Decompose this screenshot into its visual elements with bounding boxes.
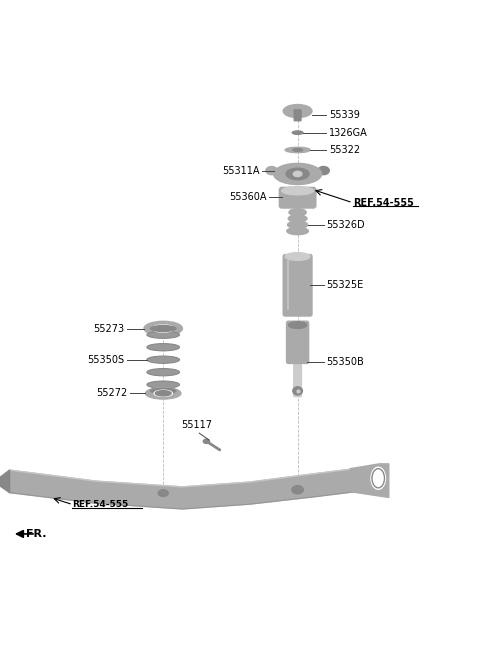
Text: 55273: 55273 [94,323,125,334]
Ellipse shape [147,356,180,363]
Ellipse shape [147,369,180,376]
FancyBboxPatch shape [283,254,312,316]
Ellipse shape [154,325,172,332]
Ellipse shape [286,168,309,180]
Ellipse shape [147,331,180,338]
Text: 55272: 55272 [96,388,127,398]
FancyBboxPatch shape [279,187,316,208]
Ellipse shape [288,221,308,229]
Ellipse shape [292,486,303,494]
Ellipse shape [293,148,302,151]
Text: 55322: 55322 [329,145,360,155]
Text: 55339: 55339 [329,110,360,120]
Ellipse shape [147,381,180,388]
Ellipse shape [266,166,277,175]
FancyBboxPatch shape [287,321,309,363]
Polygon shape [0,470,10,493]
Ellipse shape [288,215,307,222]
Text: 55350S: 55350S [88,355,125,365]
Ellipse shape [285,147,310,152]
Ellipse shape [292,131,303,134]
Ellipse shape [371,467,385,489]
Text: 55326D: 55326D [326,220,365,231]
Ellipse shape [283,104,312,118]
Text: 55360A: 55360A [229,193,266,202]
Ellipse shape [285,253,310,260]
Ellipse shape [289,209,306,216]
Ellipse shape [288,322,307,328]
Ellipse shape [147,344,180,351]
FancyBboxPatch shape [294,110,301,121]
Text: REF.54-555: REF.54-555 [353,198,414,208]
Ellipse shape [158,489,168,497]
Text: FR.: FR. [26,529,47,539]
Ellipse shape [282,187,313,195]
Ellipse shape [150,388,176,394]
Text: 1326GA: 1326GA [329,127,368,138]
Ellipse shape [156,391,171,396]
Ellipse shape [293,387,302,395]
Polygon shape [350,464,389,497]
Text: REF.54-555: REF.54-555 [72,500,128,509]
Ellipse shape [145,388,181,399]
Ellipse shape [153,325,174,332]
Ellipse shape [293,171,302,177]
Ellipse shape [318,166,329,175]
Text: 55350B: 55350B [326,357,364,367]
Text: 55311A: 55311A [222,166,259,176]
Ellipse shape [287,227,309,235]
Ellipse shape [144,321,182,336]
Ellipse shape [150,326,176,331]
Ellipse shape [274,164,322,185]
Ellipse shape [203,439,209,443]
Text: 55117: 55117 [181,420,212,430]
Ellipse shape [154,390,172,396]
FancyBboxPatch shape [294,355,301,397]
Text: 55325E: 55325E [326,281,364,290]
Polygon shape [10,468,355,509]
